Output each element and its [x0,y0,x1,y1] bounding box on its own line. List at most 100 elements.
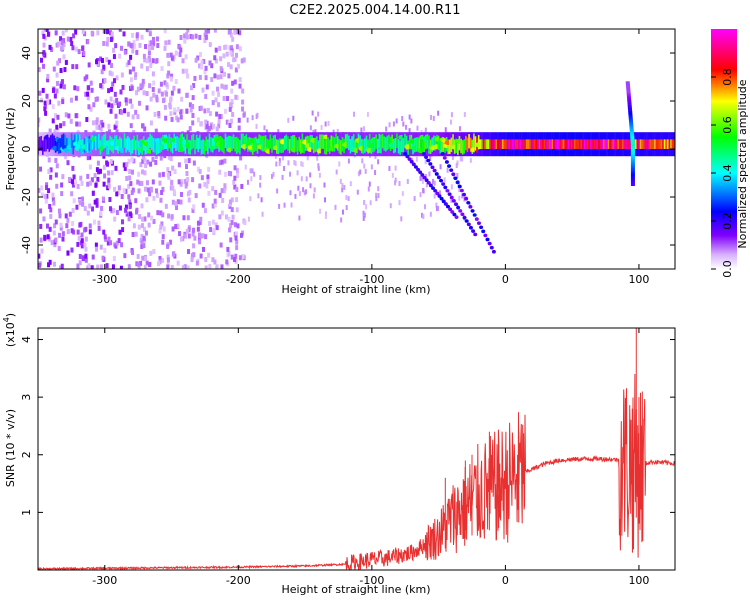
spectrogram-spike [630,176,635,178]
spectrogram-band-core [112,139,115,154]
spectrogram-band-core [51,133,54,149]
spectrogram-band-core [171,139,174,154]
spectrogram-streak [462,215,467,220]
spectrogram-noise-dot [225,51,229,57]
spectrogram-noise-dot [220,210,224,216]
spectrogram-spike [630,154,635,156]
spectrogram-noise-dot [235,44,239,50]
spectrogram-noise-dot [207,166,211,172]
spectrogram-noise-dot [160,91,164,97]
spectrogram-noise-dot [312,193,315,199]
spectrogram-noise-dot [436,205,439,211]
spectrogram-noise-dot [433,180,436,186]
spectrogram-noise-dot [452,174,455,180]
spectrogram-band-core [394,138,397,153]
spectrogram-noise-dot [71,165,75,171]
spectrogram-noise-dot [151,36,155,42]
spectrogram-noise-dot [363,163,366,169]
spectrogram-band-core [211,138,214,153]
snr-ylabel: SNR (10 * v/v) [4,409,17,487]
spectrogram-noise-dot [176,223,180,229]
spectrogram-spike [630,158,635,160]
spectrogram-streak [483,233,488,238]
spectrogram-noise-dot [76,263,80,269]
spectrogram-streak [443,185,448,190]
spectrogram-noise-dot [324,197,327,203]
spectrogram-noise-dot [110,86,114,92]
spectrogram-band-core [641,139,644,149]
spectrogram-noise-dot [166,52,170,58]
spectrogram-noise-dot [277,129,280,135]
spectrogram-noise-dot [199,216,203,222]
spectrogram-band-core [433,135,435,150]
spectrogram-noise-dot [259,182,262,188]
spectrogram-noise-dot [394,165,397,171]
spectrogram-noise-dot [61,99,65,105]
spectrogram-band-core [425,134,427,150]
spectrogram-band-core [301,133,304,148]
spectrogram-noise-dot [100,205,104,211]
spectrogram-noise-dot [228,203,232,209]
spectrogram-noise-dot [119,109,123,115]
spectrogram-noise-dot [241,106,245,112]
spectrogram-noise-dot [220,188,224,194]
spectrogram-streak [428,162,433,166]
spectrogram-noise-dot [457,181,460,187]
spectrogram-noise-dot [123,253,127,259]
spectrogram-noise-dot [211,100,215,106]
spectrogram-noise-dot [88,164,92,170]
spectrogram-band-core [585,139,588,149]
spectrogram-spike [630,146,635,148]
spectrogram-band-core [279,138,281,153]
spectrogram-streak [471,229,476,233]
spectrogram-noise-dot [129,77,133,83]
spectrogram-noise-dot [99,126,103,132]
spectrogram-noise-dot [191,252,195,258]
spectrogram-noise-dot [166,264,170,269]
spectrogram-noise-dot [73,85,77,91]
spectrogram-noise-dot [167,154,171,160]
spectrogram-noise-dot [61,174,65,180]
spectrogram-noise-dot [94,96,98,102]
spectrogram-band-core [574,139,576,149]
spectrogram-noise-dot [180,179,184,185]
spectrogram-noise-dot [421,178,424,184]
spectrogram-noise-dot [144,163,148,169]
spectrogram-band-core [75,134,78,149]
spectrogram-noise-dot [359,169,362,175]
spectrogram-noise-dot [223,183,227,189]
spectrogram-spike [630,171,635,173]
spectrogram-noise-dot [362,215,365,221]
spectrogram-streak [411,162,416,167]
spectrogram-band-core [375,134,378,149]
spectrogram-noise-dot [211,257,215,263]
spectrogram-spike [629,126,634,129]
spectrogram-noise-dot [169,111,173,117]
spectrogram-noise-dot [249,168,252,174]
spectrogram-streak [439,178,444,183]
spectrogram-band-core [474,136,477,151]
spectrogram-noise-dot [114,243,118,249]
spectrogram-noise-dot [200,60,204,66]
spectrogram-noise-dot [324,121,327,127]
spectrogram-noise-dot [341,209,344,215]
spectrogram-noise-dot [91,190,95,196]
spectrogram-noise-dot [140,34,144,40]
spectrogram-noise-dot [230,99,234,105]
spectrogram-noise-dot [110,170,114,176]
spectrogram-noise-dot [179,191,183,197]
spectrogram-noise-dot [47,99,51,105]
spectrogram-band-core [604,139,607,149]
spectrogram-band-core [473,133,475,148]
spectrogram-spike [630,180,635,183]
spectrogram-noise-dot [66,250,70,256]
spectrogram-band-core [450,137,453,153]
spectrogram-noise-dot [184,158,188,164]
spectrogram-noise-dot [220,264,224,269]
spectrogram-spike [627,102,632,105]
spectrogram-noise-dot [297,185,300,191]
spectrogram-noise-dot [144,186,148,192]
spectrogram-noise-dot [105,263,109,269]
spectrogram-band-core [181,133,184,148]
spectrogram-streak [424,155,429,159]
